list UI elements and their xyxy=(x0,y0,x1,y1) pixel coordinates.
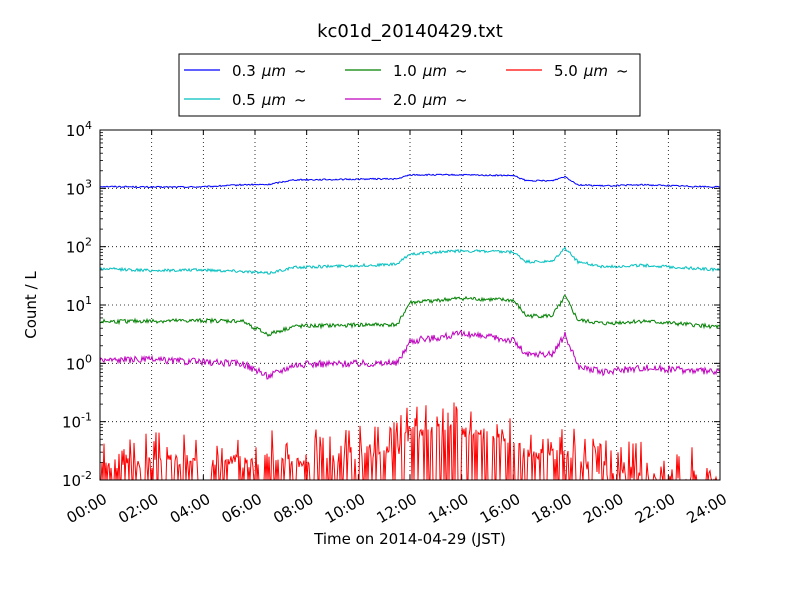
legend-frame xyxy=(178,53,641,117)
series-line-0-3um xyxy=(100,173,720,189)
y-tick-exponent: 1 xyxy=(85,294,92,307)
y-tick-label: 104 xyxy=(66,119,92,140)
y-axis-label: Count / L xyxy=(22,271,40,339)
y-tick-label: 102 xyxy=(66,236,92,257)
y-tick-base: 10 xyxy=(66,122,85,140)
legend-entries: 0.3 μm ~0.5 μm ~1.0 μm ~2.0 μm ~5.0 μm ~ xyxy=(184,62,629,109)
chart-title: kc01d_20140429.txt xyxy=(317,21,503,42)
y-tick-exponent: 0 xyxy=(85,352,92,365)
legend-size: 2.0 xyxy=(393,91,417,109)
legend-label: 0.5 μm ~ xyxy=(232,91,307,109)
y-tick-label: 10-1 xyxy=(62,411,92,432)
legend-tilde: ~ xyxy=(455,62,468,80)
y-tick-label: 103 xyxy=(66,177,92,198)
legend-label: 2.0 μm ~ xyxy=(393,91,468,109)
series-layer xyxy=(100,173,720,480)
legend-size: 0.5 xyxy=(232,91,256,109)
y-tick-base: 10 xyxy=(62,472,81,490)
y-tick-label: 10-2 xyxy=(62,469,92,490)
legend-unit: μm xyxy=(261,62,286,80)
series-line-5-0um xyxy=(100,402,718,480)
y-tick-base: 10 xyxy=(66,297,85,315)
legend-tilde: ~ xyxy=(294,91,307,109)
y-tick-base: 10 xyxy=(66,355,85,373)
y-tick-exponent: 4 xyxy=(85,119,92,132)
legend-label: 1.0 μm ~ xyxy=(393,62,468,80)
legend-unit: μm xyxy=(583,62,608,80)
series-line-1-0um xyxy=(100,294,720,337)
series-line-0-5um xyxy=(100,246,720,275)
y-tick-label: 101 xyxy=(66,294,92,315)
y-tick-base: 10 xyxy=(66,180,85,198)
legend-label: 0.3 μm ~ xyxy=(232,62,307,80)
y-tick-label: 100 xyxy=(66,352,92,373)
legend-size: 5.0 xyxy=(554,62,578,80)
legend-unit: μm xyxy=(422,62,447,80)
grid-layer xyxy=(100,130,720,480)
legend-tilde: ~ xyxy=(294,62,307,80)
legend-size: 1.0 xyxy=(393,62,417,80)
series-line-2-0um xyxy=(100,329,720,380)
legend-unit: μm xyxy=(261,91,286,109)
y-tick-exponent: 2 xyxy=(85,236,92,249)
x-axis-label: Time on 2014-04-29 (JST) xyxy=(313,530,506,548)
y-tick-exponent: 3 xyxy=(85,177,92,190)
legend: 0.3 μm ~0.5 μm ~1.0 μm ~2.0 μm ~5.0 μm ~ xyxy=(178,53,641,117)
legend-tilde: ~ xyxy=(455,91,468,109)
legend-tilde: ~ xyxy=(616,62,629,80)
legend-size: 0.3 xyxy=(232,62,256,80)
plot-frame xyxy=(99,129,721,481)
legend-unit: μm xyxy=(422,91,447,109)
y-tick-exponent: -1 xyxy=(81,411,92,424)
y-tick-base: 10 xyxy=(62,414,81,432)
legend-label: 5.0 μm ~ xyxy=(554,62,629,80)
y-tick-exponent: -2 xyxy=(81,469,92,482)
y-tick-base: 10 xyxy=(66,239,85,257)
